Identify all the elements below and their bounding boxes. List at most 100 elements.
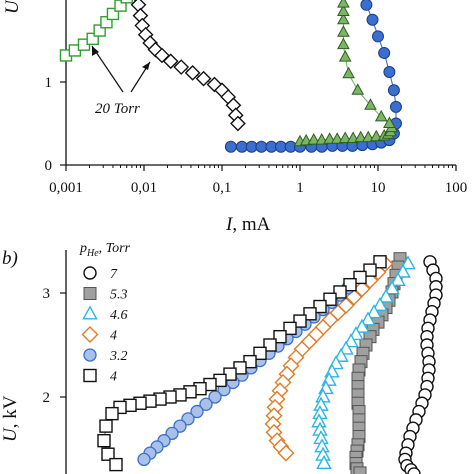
panel-a-data-point — [195, 70, 212, 87]
panel-a-data-point — [378, 46, 391, 59]
panel-b-data-point — [353, 270, 367, 285]
annotation-20-torr: 20 Torr — [91, 45, 151, 117]
panel-b-data-point — [99, 419, 113, 433]
annotation-arrowhead-2 — [142, 62, 150, 70]
panel-a-data-point — [383, 66, 396, 79]
panel-b-data-point — [303, 307, 317, 321]
panel-a-x-tick-label: 1 — [296, 180, 304, 196]
panel-a-x-tick-label: 10 — [371, 180, 386, 196]
panel-b-data-point — [400, 255, 416, 270]
panel-a-data-point — [342, 66, 355, 79]
panel-a-data-point — [337, 12, 350, 25]
panel-a-series-0 — [59, 0, 133, 62]
panel-b-data-point — [395, 263, 411, 278]
panel-b-data-point — [384, 280, 400, 295]
legend-label: 3.2 — [109, 349, 128, 364]
panel-b-series-3 — [264, 255, 394, 462]
legend-marker — [83, 287, 97, 300]
panel-b-data-point — [354, 318, 370, 333]
panel-b-data-point — [378, 288, 394, 303]
panel-a-x-tick-label: 0,1 — [213, 180, 232, 196]
panel-b-series-0 — [398, 255, 443, 474]
panel-a-series-line — [136, 0, 239, 124]
panel-a-data-point — [162, 53, 179, 70]
panel-b-data-point — [137, 452, 151, 467]
panel-a-data-point — [86, 32, 99, 46]
panel-a-data-point — [364, 98, 377, 110]
panel-b-data-point — [313, 299, 327, 314]
panel-a-x-tick-label: 0,01 — [131, 180, 157, 196]
legend-marker — [82, 305, 98, 320]
legend-label: 4 — [110, 329, 117, 344]
panel-a-data-point — [338, 131, 352, 143]
panel-a-y-axis-label: U — [2, 0, 23, 14]
panel-b-data-point — [353, 280, 371, 298]
panel-a-data-point — [330, 132, 344, 144]
panel-b-data-point — [353, 466, 367, 474]
panel-b-data-point — [199, 397, 213, 411]
legend: pHe, Torr 7 5.3 4.6 4 3.2 4 — [79, 241, 131, 385]
panel-b-data-point — [263, 338, 277, 352]
panel-a-data-point — [337, 0, 350, 8]
panel-b-data-point — [407, 467, 421, 474]
panel-a-data-point — [366, 13, 379, 26]
panel-a-data-point — [100, 16, 113, 29]
annotation-arrow-1 — [91, 45, 124, 93]
panel-b-data-point — [283, 321, 297, 336]
panel-a-data-point — [173, 59, 190, 75]
panel-a-data-point — [307, 133, 321, 145]
panel-b-series-5 — [97, 255, 387, 472]
panel-a-data-point — [351, 83, 365, 95]
panel-a-data-point — [374, 109, 388, 122]
panel-a-axes: 0,001 0,01 0,1 1 10 100 0 1 — [45, 0, 468, 196]
panel-a-series-3 — [293, 0, 399, 147]
panel-b-data-point — [372, 296, 388, 311]
panel-b-data-point — [277, 444, 295, 462]
panel-b-data-point — [97, 433, 111, 448]
panel-a-data-point — [224, 140, 237, 153]
panel-a-data-point — [372, 30, 384, 43]
panel-b-y-tick-label: 3 — [43, 286, 51, 302]
panel-a-data-point — [323, 132, 337, 144]
panel-a-y-tick-label: 0 — [45, 158, 53, 174]
legend-title: pHe, Torr — [79, 241, 131, 259]
legend-marker — [83, 266, 97, 280]
panel-b-series-1 — [349, 252, 407, 474]
panel-a-data-point — [315, 133, 329, 145]
panel-a-data-point — [369, 129, 383, 142]
panel-b-data-point — [253, 346, 267, 361]
panel-a-data-point — [360, 0, 373, 11]
panel-b-series-2 — [311, 255, 416, 470]
panel-a-data-point — [361, 130, 375, 143]
panel-b-label: b) — [2, 248, 18, 269]
panel-a-data-point — [184, 65, 201, 81]
annotation-text: 20 Torr — [95, 101, 140, 117]
panel-a-data-point — [354, 130, 368, 143]
panel-b-data-point — [373, 255, 387, 269]
panel-b-data-point — [366, 304, 382, 319]
panel-b-data-point — [390, 271, 406, 287]
legend-marker — [81, 326, 99, 343]
panel-b-data-point — [333, 285, 347, 299]
panel-b-y-tick-label: 2 — [43, 390, 51, 406]
panel-b-data-point — [105, 406, 119, 421]
panel-a-x-tick-label: 0,001 — [49, 180, 83, 196]
legend-label: 5.3 — [110, 288, 128, 303]
legend-marker — [83, 348, 97, 362]
legend-label: 4.6 — [110, 308, 128, 323]
panel-b-data-point — [109, 457, 123, 472]
panel-a-y-tick-label: 1 — [45, 75, 53, 91]
panel-a-data-point — [337, 25, 350, 37]
panel-a-x-tick-label: 100 — [445, 180, 468, 196]
legend-label: 4 — [110, 370, 117, 385]
panel-b-data-point — [293, 314, 307, 328]
panel-a-data-point — [93, 24, 106, 37]
panel-a-data-point — [383, 116, 396, 128]
panel-b-data-point — [363, 263, 377, 277]
panel-b-data-point — [190, 404, 204, 419]
panel-a-data-point — [230, 115, 246, 132]
panel-b-data-point — [101, 447, 115, 461]
panel-b-y-axis-label: U, kV — [0, 395, 21, 442]
panel-a-data-point — [337, 37, 350, 50]
